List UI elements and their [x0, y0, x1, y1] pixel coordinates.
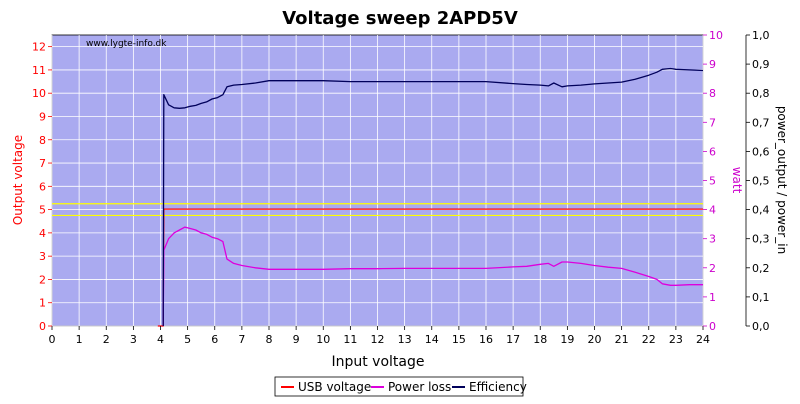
y-right2-tick-label: 0,0 [752, 320, 770, 333]
y-right1-tick-label: 7 [709, 116, 716, 129]
y-left-tick-label: 11 [32, 64, 46, 77]
x-tick-label: 7 [238, 333, 245, 346]
x-tick-label: 18 [533, 333, 547, 346]
x-tick-label: 0 [49, 333, 56, 346]
y-left-tick-label: 1 [39, 297, 46, 310]
x-tick-label: 11 [343, 333, 357, 346]
x-tick-label: 17 [506, 333, 520, 346]
x-tick-label: 20 [588, 333, 602, 346]
x-tick-label: 15 [452, 333, 466, 346]
x-tick-label: 2 [103, 333, 110, 346]
y-right2-tick-label: 0,9 [752, 58, 770, 71]
x-tick-label: 12 [371, 333, 385, 346]
legend-label-power-loss: Power loss [388, 380, 451, 394]
y-left-tick-label: 6 [39, 180, 46, 193]
y-right1-tick-label: 8 [709, 87, 716, 100]
chart-title: Voltage sweep 2APD5V [282, 8, 518, 29]
reference-lines [52, 203, 703, 217]
y-right1-axis-label: watt [730, 167, 744, 194]
legend-label-efficiency: Efficiency [469, 380, 527, 394]
series-line-power-loss [162, 226, 703, 327]
y-left-axis-label: Output voltage [11, 135, 25, 225]
y-right2-tick-label: 1,0 [752, 29, 770, 42]
x-tick-label: 1 [76, 333, 83, 346]
y-left-tick-label: 10 [32, 87, 46, 100]
watermark: www.lygte-info.dk [86, 39, 167, 49]
y-right2-tick-label: 0,1 [752, 291, 770, 304]
x-tick-label: 24 [696, 333, 710, 346]
y-left-tick-label: 7 [39, 157, 46, 170]
legend: USB voltage Power loss Efficiency [274, 376, 527, 397]
y-right2-tick-label: 0,4 [752, 204, 770, 217]
y-left-tick-label: 5 [39, 204, 46, 217]
legend-label-usb-voltage: USB voltage [298, 380, 371, 394]
y-right1-tick-label: 5 [709, 175, 716, 188]
legend-box [274, 376, 524, 397]
x-axis-label: Input voltage [331, 354, 424, 370]
x-tick-label: 9 [293, 333, 300, 346]
y-right1-axis-ticks: 0 1 2 3 4 5 6 7 8 9 10 [703, 29, 723, 333]
y-right1-tick-label: 2 [709, 262, 716, 275]
grid-layer [51, 35, 704, 327]
y-right1-tick-label: 6 [709, 145, 716, 158]
x-tick-label: 23 [669, 333, 683, 346]
x-tick-label: 14 [425, 333, 439, 346]
y-right2-tick-label: 0,8 [752, 87, 770, 100]
x-tick-label: 8 [266, 333, 273, 346]
y-right2-tick-label: 0,7 [752, 116, 770, 129]
y-right1-tick-label: 9 [709, 58, 716, 71]
y-left-tick-label: 0 [39, 320, 46, 333]
x-tick-label: 3 [130, 333, 137, 346]
y-right2-tick-label: 0,3 [752, 233, 770, 246]
x-axis-ticks: 0 1 2 3 4 5 6 7 8 9 10 11 12 13 14 15 16 17 18 19 20 21 22 23 24 [49, 326, 710, 346]
x-tick-label: 16 [479, 333, 493, 346]
y-right2-axis-ticks: 0,0 0,1 0,2 0,3 0,4 0,5 0,6 0,7 0,8 0,9 1,0 [746, 29, 770, 333]
y-right1-tick-label: 10 [709, 29, 723, 42]
y-right2-tick-label: 0,5 [752, 175, 770, 188]
y-right1-tick-label: 1 [709, 291, 716, 304]
x-tick-label: 10 [316, 333, 330, 346]
x-tick-label: 22 [642, 333, 656, 346]
y-right2-tick-label: 0,6 [752, 145, 770, 158]
y-right1-tick-label: 4 [709, 204, 716, 217]
x-tick-label: 19 [560, 333, 574, 346]
y-left-tick-label: 2 [39, 273, 46, 286]
y-left-tick-label: 12 [32, 41, 46, 54]
series-line-efficiency [162, 67, 704, 327]
y-left-tick-label: 4 [39, 227, 46, 240]
x-tick-label: 13 [398, 333, 412, 346]
y-left-tick-label: 3 [39, 250, 46, 263]
y-right2-axis-label: power_output / power_in [775, 106, 789, 254]
y-right1-tick-label: 0 [709, 320, 716, 333]
x-tick-label: 5 [184, 333, 191, 346]
y-left-tick-label: 8 [39, 134, 46, 147]
x-tick-label: 6 [211, 333, 218, 346]
x-tick-label: 4 [157, 333, 164, 346]
y-right2-tick-label: 0,2 [752, 262, 770, 275]
x-tick-label: 21 [615, 333, 629, 346]
y-left-tick-label: 9 [39, 110, 46, 123]
y-right1-tick-label: 3 [709, 233, 716, 246]
